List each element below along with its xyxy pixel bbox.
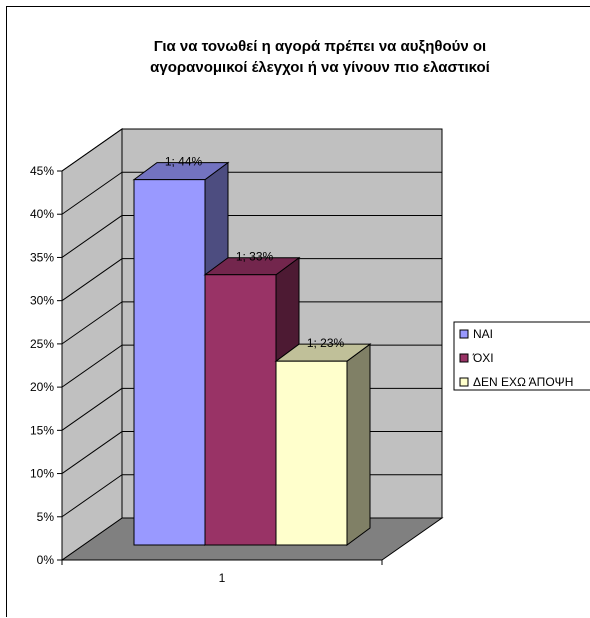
- gridline-side: [61, 301, 123, 345]
- chart-area: Για να τονωθεί η αγορά πρέπει να αυξηθού…: [6, 6, 590, 617]
- gridline-side: [61, 387, 123, 431]
- chart-svg: Για να τονωθεί η αγορά πρέπει να αυξηθού…: [30, 38, 590, 585]
- gridline-side: [61, 258, 123, 302]
- gridline-side: [61, 344, 123, 388]
- legend-swatch-1: [459, 329, 469, 339]
- legend-swatch-3: [459, 377, 469, 387]
- legend-label-3: ΔΕΝ ΕΧΩ ΆΠΟΨΗ: [473, 375, 573, 389]
- plot-area: 0% 5% 10% 15% 20% 25% 30% 35% 40% 45% 1 1; 44% 1; 33…: [30, 128, 444, 585]
- gridline-side: [61, 474, 123, 518]
- bar-2: [204, 274, 277, 546]
- y-tick-label: 0%: [37, 553, 55, 567]
- gridline-side: [61, 431, 123, 474]
- legend-swatch-2: [459, 353, 469, 363]
- y-tick-label: 40%: [30, 207, 54, 221]
- legend-label-2: ΌΧΙ: [472, 351, 494, 365]
- y-tick-label: 10%: [30, 467, 54, 481]
- bar-3: [275, 360, 348, 546]
- gridline-side: [61, 171, 123, 215]
- data-label-2: 1; 33%: [236, 250, 274, 264]
- chart-title: Για να τονωθεί η αγορά πρέπει να αυξηθού…: [150, 38, 490, 76]
- legend-box: [453, 321, 590, 391]
- legend: ΝΑΙ ΌΧΙ ΔΕΝ ΕΧΩ ΆΠΟΨΗ: [453, 321, 590, 391]
- gridline-side: [61, 215, 123, 258]
- y-tick-label: 45%: [30, 164, 54, 178]
- y-tick-label: 5%: [37, 510, 55, 524]
- data-label-3: 1; 23%: [307, 336, 345, 350]
- y-tick-label: 15%: [30, 423, 54, 437]
- y-tick-label: 35%: [30, 250, 54, 264]
- legend-label-1: ΝΑΙ: [473, 327, 493, 341]
- chart-title-line-2: αγορανομικοί έλεγχοι ή να γίνουν πιο ελα…: [150, 59, 490, 76]
- chart-title-line-1: Για να τονωθεί η αγορά πρέπει να αυξηθού…: [154, 38, 486, 55]
- y-tick-label: 20%: [30, 380, 54, 394]
- data-label-1: 1; 44%: [165, 155, 203, 169]
- y-tick-label: 30%: [30, 294, 54, 308]
- bar-1: [133, 179, 206, 546]
- bar-side-3: [346, 343, 371, 546]
- x-tick-label: 1: [219, 571, 226, 585]
- y-tick-label: 25%: [30, 337, 54, 351]
- gridline-side: [61, 128, 123, 172]
